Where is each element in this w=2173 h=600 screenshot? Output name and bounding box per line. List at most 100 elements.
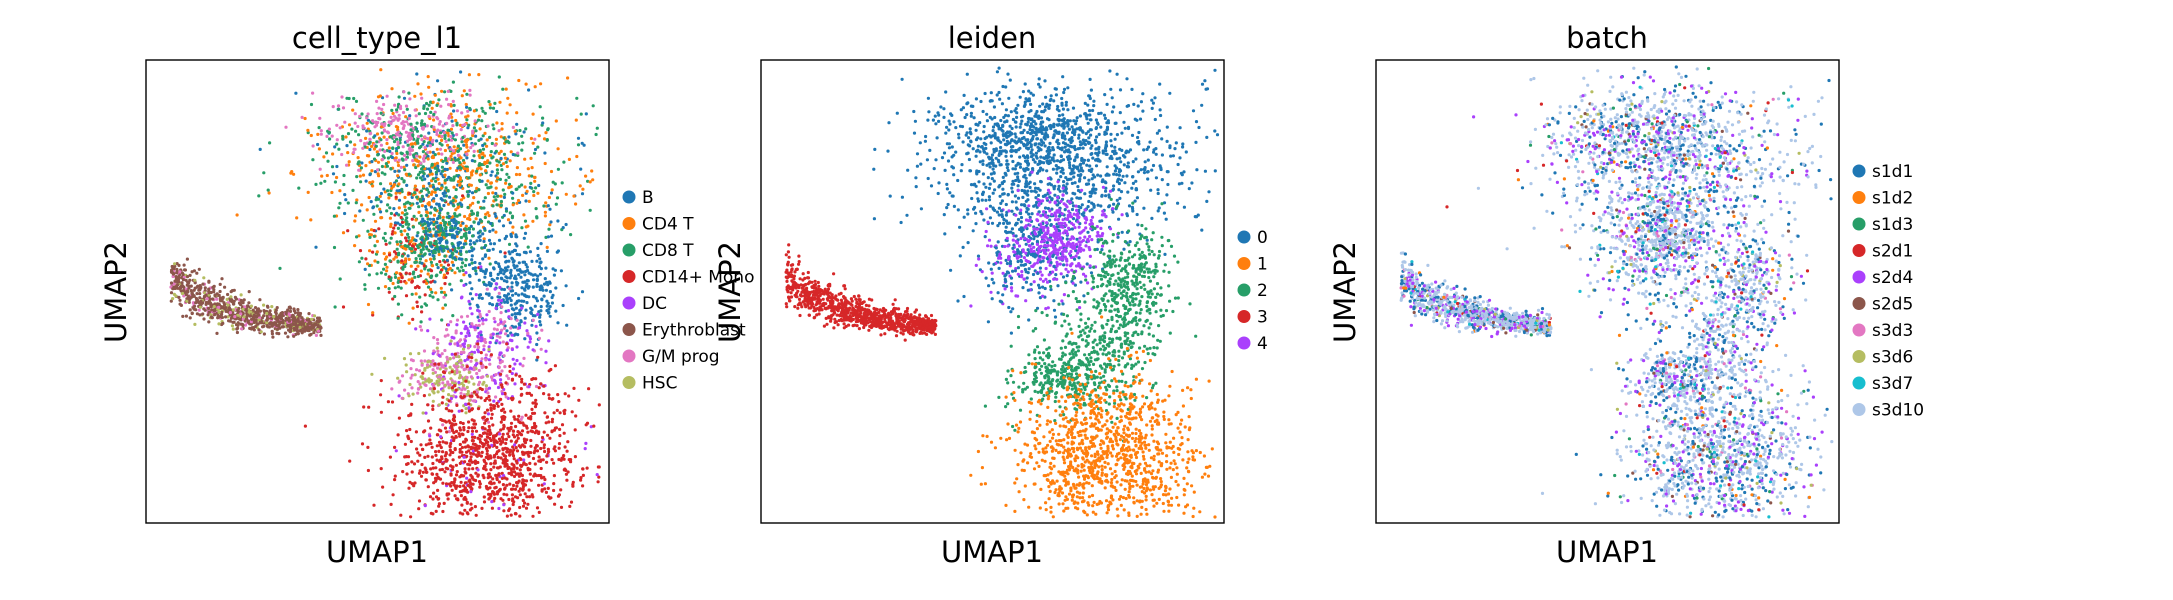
scatter-point <box>428 217 432 221</box>
scatter-point <box>500 305 504 309</box>
scatter-point <box>420 167 424 171</box>
scatter-point <box>188 273 192 277</box>
scatter-point <box>419 161 423 165</box>
scatter-point <box>449 127 454 131</box>
scatter-point <box>577 296 581 301</box>
scatter-point <box>448 195 452 199</box>
scatter-point <box>239 322 243 326</box>
scatter-point <box>419 189 423 193</box>
scatter-point <box>360 203 364 207</box>
scatter-point <box>493 143 497 147</box>
scatter-point <box>538 272 543 276</box>
scatter-point <box>512 470 517 474</box>
scatter-point <box>450 260 454 264</box>
scatter-point <box>591 178 595 182</box>
scatter-point <box>502 509 506 513</box>
scatter-point <box>397 113 401 117</box>
scatter-point <box>327 130 331 135</box>
scatter-point <box>346 151 350 155</box>
scatter-point <box>550 458 554 462</box>
scatter-point <box>441 509 445 514</box>
scatter-point <box>433 93 437 97</box>
scatter-point <box>488 302 492 306</box>
scatter-point <box>396 130 400 134</box>
scatter-point <box>528 185 532 189</box>
scatter-point <box>405 472 409 476</box>
scatter-point <box>436 177 440 181</box>
scatter-point <box>443 419 447 423</box>
scatter-point <box>527 285 531 289</box>
scatter-point <box>178 298 182 302</box>
scatter-point <box>419 359 423 363</box>
scatter-point <box>425 124 429 128</box>
scatter-point <box>445 441 449 445</box>
scatter-point <box>406 143 410 147</box>
scatter-point <box>504 395 508 399</box>
scatter-point <box>410 386 414 390</box>
scatter-point <box>470 432 474 436</box>
scatter-point <box>510 333 514 337</box>
scatter-point <box>488 475 492 479</box>
scatter-point <box>488 135 492 139</box>
scatter-point <box>457 380 461 385</box>
scatter-point <box>534 186 538 190</box>
scatter-point <box>544 201 548 205</box>
scatter-point <box>490 375 494 379</box>
scatter-point <box>441 215 445 219</box>
scatter-point <box>419 121 424 125</box>
scatter-point <box>268 309 272 313</box>
scatter-point <box>414 257 418 261</box>
scatter-point <box>585 466 589 470</box>
scatter-point <box>466 344 470 348</box>
scatter-point <box>371 311 375 315</box>
scatter-point <box>450 152 454 156</box>
scatter-point <box>445 258 449 262</box>
scatter-point <box>555 408 559 412</box>
scatter-point <box>465 250 469 254</box>
scatter-point <box>444 275 448 279</box>
scatter-point <box>227 306 232 310</box>
scatter-point <box>373 244 377 248</box>
scatter-point <box>513 512 518 516</box>
scatter-point <box>441 124 445 128</box>
scatter-point <box>565 478 569 482</box>
scatter-point <box>297 320 301 324</box>
scatter-point <box>407 227 411 231</box>
scatter-point <box>462 167 466 171</box>
scatter-point <box>501 452 505 456</box>
scatter-point <box>497 238 502 242</box>
scatter-point <box>409 413 413 417</box>
scatter-point <box>375 272 379 276</box>
scatter-point <box>389 115 393 119</box>
scatter-point <box>477 453 481 457</box>
scatter-point <box>449 154 453 158</box>
scatter-point <box>431 368 435 372</box>
scatter-point <box>457 241 461 246</box>
scatter-point <box>470 439 474 443</box>
scatter-point <box>455 318 460 322</box>
scatter-point <box>501 340 505 344</box>
scatter-point <box>476 211 480 215</box>
scatter-point <box>515 244 519 248</box>
scatter-point <box>411 392 415 396</box>
scatter-point <box>474 217 478 221</box>
scatter-point <box>368 181 372 185</box>
scatter-point <box>517 273 521 277</box>
scatter-point <box>262 332 266 336</box>
scatter-point <box>420 305 424 309</box>
scatter-point <box>429 269 434 273</box>
scatter-point <box>556 219 560 223</box>
scatter-point <box>520 377 524 381</box>
scatter-point <box>503 269 507 273</box>
scatter-point <box>454 199 458 203</box>
scatter-point <box>513 312 517 316</box>
scatter-point <box>486 191 490 196</box>
scatter-point <box>455 109 459 113</box>
scatter-point <box>226 292 230 297</box>
scatter-point <box>180 271 185 275</box>
scatter-point <box>532 193 536 198</box>
scatter-point <box>405 429 409 433</box>
scatter-point <box>421 170 425 174</box>
scatter-point <box>439 417 443 422</box>
scatter-point <box>515 268 520 272</box>
